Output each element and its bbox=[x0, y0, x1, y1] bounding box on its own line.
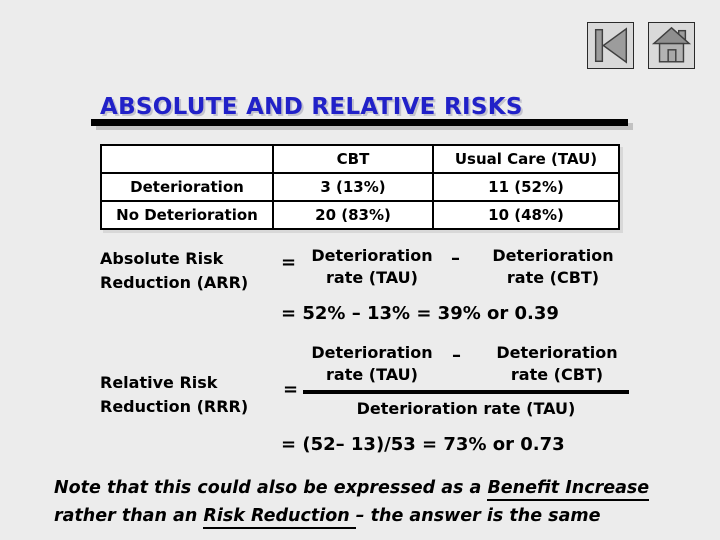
footnote-line1: Note that this could also be expressed a… bbox=[54, 474, 714, 502]
cell-tau: 11 (52%) bbox=[432, 172, 620, 202]
arr-minuend: Deterioration rate (TAU) bbox=[301, 245, 443, 289]
arr-result: = 52% – 13% = 39% or 0.39 bbox=[281, 303, 559, 324]
arr-subtrahend-line1: Deterioration bbox=[492, 246, 614, 265]
arr-minus-sign: – bbox=[451, 248, 460, 269]
rrr-equals-sign: = bbox=[283, 379, 299, 400]
home-icon bbox=[649, 23, 694, 68]
footnote-line2-text: rather than an bbox=[54, 506, 204, 526]
title-underline bbox=[91, 119, 628, 126]
arr-subtrahend: Deterioration rate (CBT) bbox=[482, 245, 624, 289]
arr-subtrahend-line2: rate (CBT) bbox=[506, 268, 600, 287]
rrr-minus-sign: – bbox=[452, 345, 461, 366]
table-header-row: CBT Usual Care (TAU) bbox=[100, 144, 620, 174]
page-title: ABSOLUTE AND RELATIVE RISKS bbox=[100, 94, 523, 120]
header-empty bbox=[100, 144, 274, 174]
table-row: Deterioration 3 (13%) 11 (52%) bbox=[100, 172, 620, 202]
cell-tau: 10 (48%) bbox=[432, 200, 620, 230]
arr-minuend-line1: Deterioration bbox=[311, 246, 433, 265]
row-label: Deterioration bbox=[100, 172, 274, 202]
rrr-denominator: Deterioration rate (TAU) bbox=[356, 399, 576, 418]
arr-minuend-line2: rate (TAU) bbox=[326, 268, 418, 287]
previous-slide-icon bbox=[588, 23, 633, 68]
footnote-line2-suffix: – the answer is the same bbox=[355, 506, 601, 526]
rrr-label-line1: Relative Risk bbox=[100, 373, 218, 392]
rrr-numerator-subtrahend-line2: rate (CBT) bbox=[510, 365, 604, 384]
risk-table: CBT Usual Care (TAU) Deterioration 3 (13… bbox=[100, 144, 620, 230]
footnote-line2: rather than an Risk Reduction – the answ… bbox=[54, 502, 714, 530]
rrr-numerator-subtrahend-line1: Deterioration bbox=[496, 343, 618, 362]
rrr-result: = (52– 13)/53 = 73% or 0.73 bbox=[281, 434, 565, 455]
row-label: No Deterioration bbox=[100, 200, 274, 230]
rrr-label-line2: Reduction (RRR) bbox=[100, 397, 249, 416]
rrr-numerator-minuend-line1: Deterioration bbox=[311, 343, 433, 362]
rrr-numerator-subtrahend: Deterioration rate (CBT) bbox=[486, 342, 628, 386]
table-row: No Deterioration 20 (83%) 10 (48%) bbox=[100, 200, 620, 230]
home-button[interactable] bbox=[648, 22, 695, 69]
footnote: Note that this could also be expressed a… bbox=[54, 474, 714, 530]
header-usual-care: Usual Care (TAU) bbox=[432, 144, 620, 174]
cell-cbt: 3 (13%) bbox=[272, 172, 434, 202]
arr-label-line2: Reduction (ARR) bbox=[100, 273, 249, 292]
footnote-risk-reduction: Risk Reduction bbox=[203, 506, 356, 529]
rrr-numerator-minuend: Deterioration rate (TAU) bbox=[301, 342, 443, 386]
arr-equals-sign: = bbox=[281, 252, 297, 273]
arr-label: Absolute Risk Reduction (ARR) bbox=[100, 247, 248, 295]
cell-cbt: 20 (83%) bbox=[272, 200, 434, 230]
fraction-bar bbox=[303, 390, 629, 394]
footnote-line1-text: Note that this could also be expressed a… bbox=[54, 478, 488, 498]
arr-label-line1: Absolute Risk bbox=[100, 249, 224, 268]
rrr-label: Relative Risk Reduction (RRR) bbox=[100, 371, 248, 419]
rrr-numerator-minuend-line2: rate (TAU) bbox=[326, 365, 418, 384]
previous-slide-button[interactable] bbox=[587, 22, 634, 69]
header-cbt: CBT bbox=[272, 144, 434, 174]
footnote-benefit-increase: Benefit Increase bbox=[487, 478, 650, 501]
